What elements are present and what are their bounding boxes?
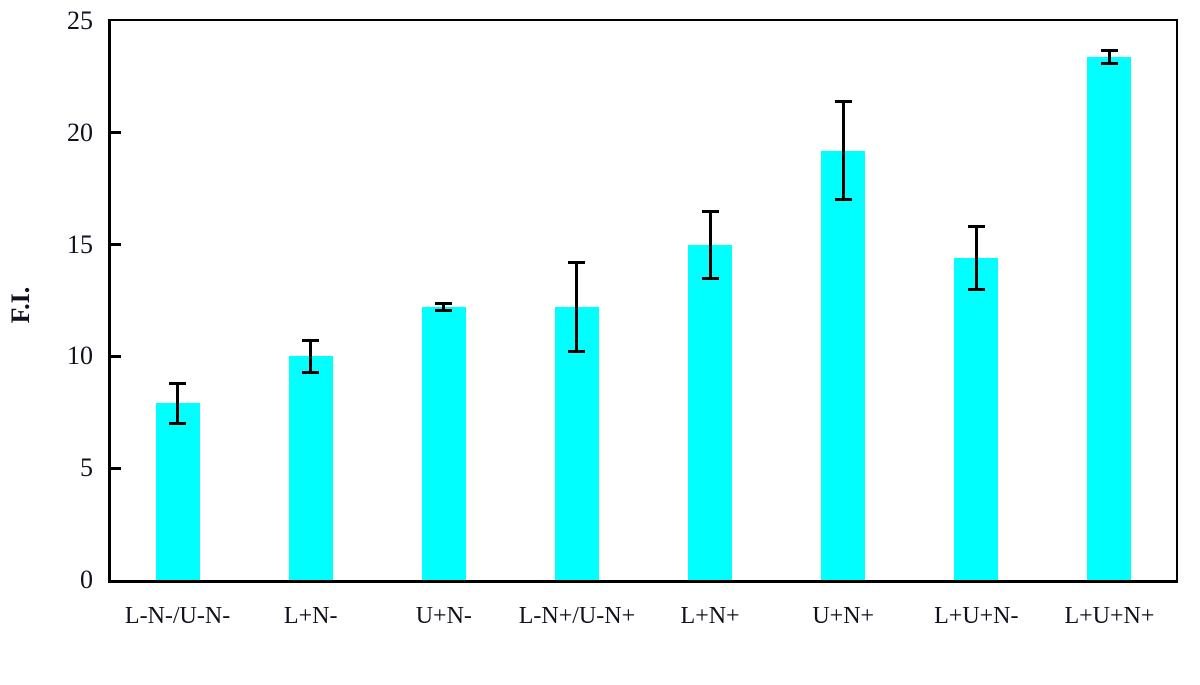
plot-area (108, 19, 1178, 583)
error-bar-line (442, 303, 446, 311)
bar (155, 403, 200, 580)
x-axis-labels: L-N-/U-N- L+N- U+N- L-N+/U-N+ L+N+ U+N+ L+U+N-… (111, 599, 1176, 635)
y-axis-tick (111, 354, 121, 358)
x-tick-label: L+N+ (680, 603, 740, 629)
error-bar-cap (435, 309, 453, 313)
error-bar-cap (169, 381, 187, 385)
error-bar-line (1107, 50, 1111, 64)
error-bar-line (708, 211, 712, 279)
error-bar-cap (701, 276, 719, 280)
error-bar-cap (435, 302, 453, 306)
error-bar-cap (1100, 61, 1118, 65)
bar (954, 258, 999, 580)
x-tick-label: L-N-/U-N- (124, 603, 231, 629)
error-bar-line (176, 383, 180, 424)
y-tick-label: 5 (80, 453, 93, 483)
error-bar-cap (834, 198, 852, 202)
bar (421, 307, 466, 580)
y-tick-label: 10 (67, 341, 93, 371)
error-bar-line (841, 101, 845, 200)
bar (1087, 56, 1132, 580)
error-bar-cap (1100, 48, 1118, 52)
error-bar-cap (302, 339, 320, 343)
error-bar-cap (967, 287, 985, 291)
y-axis-tick (111, 131, 121, 135)
error-bar-cap (568, 350, 586, 354)
error-bar-cap (967, 225, 985, 229)
y-tick-label: 25 (67, 6, 93, 35)
error-bar-line (575, 262, 579, 352)
error-bar-cap (169, 421, 187, 425)
y-tick-label: 20 (67, 117, 93, 147)
y-tick-label: 15 (67, 229, 93, 259)
error-bar-cap (834, 99, 852, 103)
y-axis-tick (111, 243, 121, 247)
x-tick-label: U+N- (415, 603, 472, 629)
bar (688, 244, 733, 580)
error-bar-cap (568, 260, 586, 264)
x-tick-label: L-N+/U-N+ (518, 603, 636, 629)
x-tick-label: U+N+ (812, 603, 875, 629)
x-tick-label: L+U+N- (934, 603, 1019, 629)
y-axis-tick-labels: 0 5 10 15 20 25 (0, 6, 93, 594)
x-tick-label: L+U+N+ (1064, 603, 1155, 629)
error-bar-line (974, 226, 978, 290)
bar (288, 356, 333, 580)
x-tick-label: L+N- (283, 603, 338, 629)
error-bar-line (309, 340, 313, 373)
bar (821, 150, 866, 580)
y-tick-label: 0 (80, 565, 93, 594)
error-bar-cap (701, 209, 719, 213)
y-axis-tick (111, 466, 121, 470)
error-bar-cap (302, 370, 320, 374)
